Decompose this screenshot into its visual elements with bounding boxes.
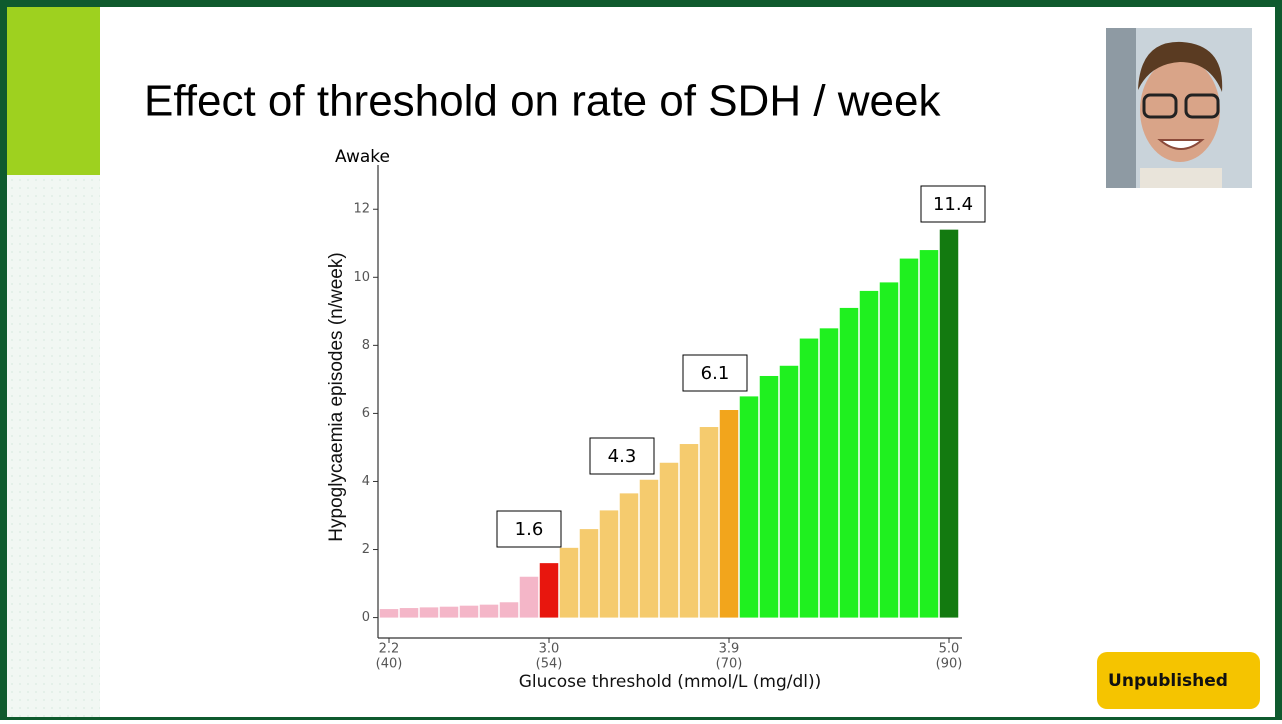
- bar: [939, 229, 959, 618]
- annotation-box: [589, 437, 655, 475]
- bar: [619, 493, 639, 618]
- bar: [919, 250, 939, 618]
- bar: [399, 608, 419, 618]
- bar: [659, 462, 679, 618]
- x-tick-sublabel: (54): [536, 657, 563, 672]
- x-tick-sublabel: (90): [936, 657, 963, 672]
- y-tick-label: 12: [353, 202, 370, 217]
- bar: [439, 606, 459, 618]
- bar: [479, 604, 499, 618]
- annotation: 6.1: [701, 363, 730, 384]
- bar: [679, 444, 699, 618]
- x-tick-label: 3.0: [539, 642, 560, 657]
- chart: Awake Hypoglycaemia episodes (n/week) Gl…: [326, 147, 986, 692]
- bar: [759, 375, 779, 618]
- badge: [1097, 652, 1260, 709]
- bar: [639, 479, 659, 618]
- bar: [559, 547, 579, 618]
- y-tick-label: 2: [362, 542, 370, 557]
- annotation-box: [920, 185, 986, 223]
- y-tick-label: 0: [362, 610, 370, 625]
- accent-block: [7, 7, 100, 175]
- bar: [499, 602, 519, 618]
- annotation-box: [682, 354, 748, 392]
- x-axis-label: Glucose threshold (mmol/L (mg/dl)): [519, 672, 822, 692]
- annotation-box: [496, 510, 562, 548]
- badge-text: Unpublished: [1108, 671, 1228, 691]
- bar: [859, 290, 879, 618]
- annotation: 1.6: [515, 519, 544, 540]
- bar: [579, 529, 599, 618]
- bar: [719, 410, 739, 618]
- bar: [799, 338, 819, 618]
- bar: [379, 609, 399, 618]
- bar: [539, 563, 559, 618]
- left-pattern: [7, 175, 100, 717]
- bar: [599, 510, 619, 618]
- y-tick-label: 4: [362, 474, 370, 489]
- webcam: [1106, 28, 1252, 188]
- x-tick-label: 3.9: [719, 642, 740, 657]
- bar: [899, 258, 919, 618]
- bar: [419, 607, 439, 618]
- y-axis-label: Hypoglycaemia episodes (n/week): [326, 252, 347, 541]
- bar: [739, 396, 759, 618]
- slide-title: Effect of threshold on rate of SDH / wee…: [144, 77, 941, 126]
- y-tick-label: 10: [353, 270, 370, 285]
- y-tick-label: 6: [362, 406, 370, 421]
- x-tick-sublabel: (70): [716, 657, 743, 672]
- y-tick-label: 8: [362, 338, 370, 353]
- bar: [839, 307, 859, 618]
- bar: [699, 427, 719, 618]
- bar: [779, 365, 799, 618]
- bar: [459, 605, 479, 618]
- annotation: 11.4: [933, 194, 973, 215]
- panel-label: Awake: [335, 147, 390, 167]
- x-tick-sublabel: (40): [376, 657, 403, 672]
- bar: [519, 576, 539, 618]
- x-tick-label: 2.2: [379, 642, 400, 657]
- bar: [819, 328, 839, 618]
- x-tick-label: 5.0: [939, 642, 960, 657]
- annotation: 4.3: [608, 446, 637, 467]
- bar: [879, 282, 899, 618]
